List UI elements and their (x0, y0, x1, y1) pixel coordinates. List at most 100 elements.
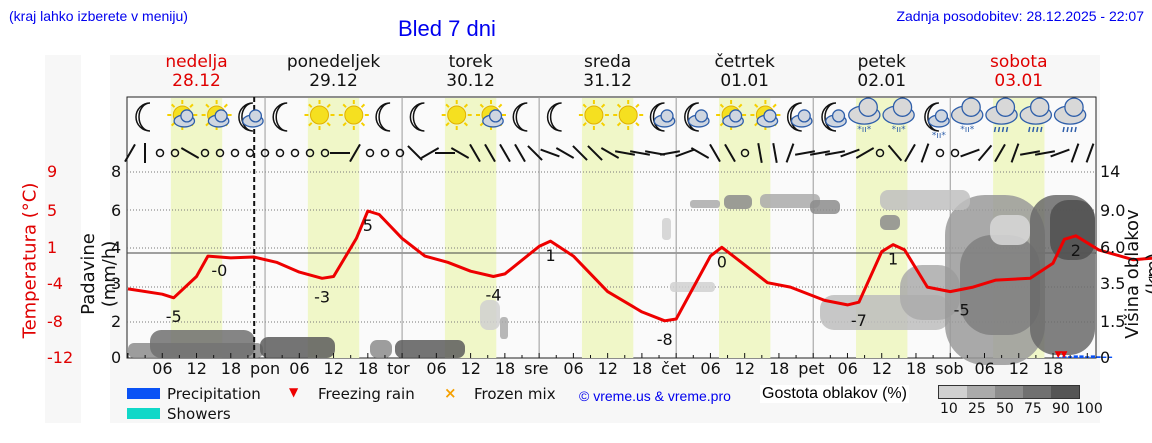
daylight-band (581, 98, 634, 358)
rain-drop-icon (1070, 126, 1073, 133)
sun-icon (618, 105, 638, 125)
cloud-density-region (662, 218, 671, 240)
cloud-icon (892, 97, 913, 117)
left-panel (45, 55, 81, 423)
cloud-icon (831, 109, 846, 123)
day-name: sobota (989, 52, 1048, 72)
temperature-value-label: 2 (1071, 241, 1081, 260)
cloud-icon (995, 97, 1016, 117)
rain-drop-icon (1074, 126, 1077, 133)
temperature-value-label: -3 (314, 287, 330, 306)
wind-barb-icon (1085, 143, 1095, 163)
sun-ray (616, 103, 622, 108)
wind-barb-icon (960, 148, 980, 158)
temperature-value-label: 0 (717, 252, 727, 271)
wind-barb-icon (794, 150, 816, 156)
moon-icon (135, 102, 151, 132)
location-hint: (kraj lahko izberete v meniju) (9, 8, 188, 24)
sun-ray (189, 103, 194, 108)
wind-barb-icon (469, 143, 481, 163)
wind-calm-icon (365, 148, 375, 158)
precip-tick: 3 (111, 274, 122, 293)
wind-barb-icon (587, 145, 603, 161)
legend-showers-swatch (127, 408, 160, 419)
wind-barb-icon (514, 143, 526, 163)
x-tick-label: 06 (700, 359, 721, 378)
cloud-height-tick: 1.5 (1100, 312, 1126, 331)
wind-barb-icon (977, 144, 993, 162)
day-name: četrtek (714, 52, 775, 72)
wind-calm-icon (215, 148, 225, 158)
wind-barb-icon (499, 143, 511, 163)
wind-calm-icon (950, 148, 960, 158)
cloud-height-tick: 9.0 (1100, 201, 1126, 220)
rain-drop-icon (1032, 126, 1035, 133)
cloud-density-tick: 100 (1076, 401, 1103, 417)
day-date: 03.01 (994, 71, 1044, 91)
x-tick-label: 06 (837, 359, 858, 378)
x-tick-label: pon (250, 359, 281, 378)
cloud-density-region (724, 195, 752, 209)
x-tick-label: 18 (357, 359, 379, 378)
x-tick-label: 18 (631, 359, 653, 378)
copyright-link[interactable]: © vreme.us & vreme.pro (579, 388, 731, 404)
sun-ray (754, 103, 759, 108)
cloud-density-region (760, 194, 820, 208)
cloud-height-tick: 14 (1100, 162, 1121, 181)
wind-calm-icon (305, 148, 315, 158)
sun-ray (479, 103, 484, 108)
temperature-value-label: 1 (545, 246, 555, 265)
day-date: 28.12 (172, 71, 221, 91)
sun-ray (360, 103, 366, 108)
day-name: ponedeljek (286, 52, 381, 72)
cloud-icon (488, 109, 503, 123)
x-tick-label: 06 (289, 359, 310, 378)
cloud-icon (660, 109, 674, 123)
day-name: sreda (584, 52, 632, 72)
day-name: petek (857, 52, 906, 72)
frozen-mix-icon: × (444, 384, 457, 402)
day-name: torek (448, 52, 493, 72)
rain-drop-icon (997, 126, 1001, 133)
moon-icon (649, 102, 665, 132)
sun-ray (360, 122, 366, 127)
day-header: sobota 03.01 (964, 53, 1074, 91)
x-tick-label: 12 (597, 359, 618, 378)
wind-barb-icon (1019, 150, 1041, 156)
x-tick-label: tor (387, 359, 410, 378)
precip-tick: 0 (111, 348, 122, 367)
day-date: 01.01 (720, 71, 769, 91)
rain-drop-icon (1062, 126, 1065, 133)
temperature-value-label: 1 (888, 250, 898, 269)
cloud-density-tick: 10 (940, 401, 958, 417)
wind-calm-icon (935, 148, 945, 158)
rain-drop-icon (1028, 126, 1031, 133)
snow-icon: *ıı* (960, 125, 975, 135)
precipitation-bar (1096, 356, 1101, 358)
rain-drop-icon (993, 126, 997, 133)
cloud-density-tick: 25 (968, 401, 986, 417)
sun-ray (223, 103, 228, 108)
sun-ray (635, 122, 640, 127)
wind-barb-icon (600, 147, 620, 159)
x-tick-label: 12 (186, 359, 207, 378)
x-tick-label: 06 (563, 359, 584, 378)
x-tick-label: 06 (974, 359, 995, 378)
wind-barb-icon (1050, 148, 1070, 158)
wind-calm-icon (245, 148, 255, 158)
precipitation-bar (1107, 356, 1113, 358)
wind-barb-icon (555, 147, 575, 159)
sun-ray (600, 122, 606, 127)
x-tick-label: 18 (494, 359, 516, 378)
temperature-value-label: -8 (657, 330, 673, 349)
sun-ray (582, 122, 587, 127)
cloud-density-region (370, 340, 392, 358)
sun-ray (205, 103, 210, 108)
wind-barb-icon (809, 150, 831, 156)
wind-barb-icon (527, 145, 543, 161)
temperature-value-label: -5 (166, 307, 182, 326)
precipitation-bar (1062, 356, 1067, 358)
cloud-icon (934, 109, 949, 123)
cloud-density-tick: 50 (996, 401, 1014, 417)
freezing-rain-marker: ▼ (1060, 350, 1067, 360)
